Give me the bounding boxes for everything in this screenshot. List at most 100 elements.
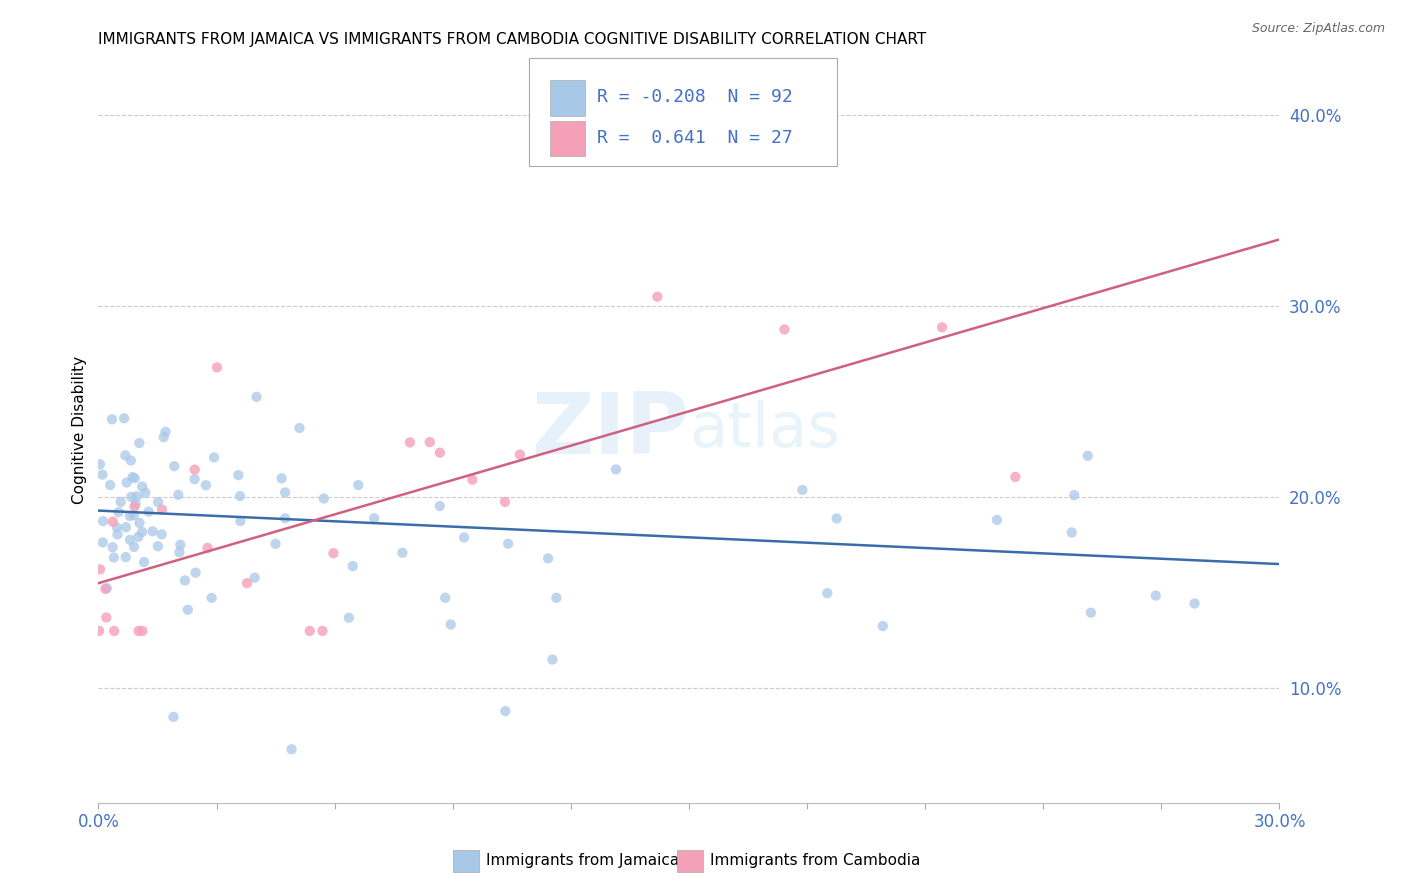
Point [815, 586, 838, 600]
Point [131, 479, 153, 493]
Point [298, 624, 321, 638]
Point [120, 533, 142, 547]
Point [399, 435, 422, 450]
Point [120, 453, 142, 467]
Point [183, 472, 205, 486]
Point [1184, 597, 1206, 611]
Point [128, 516, 150, 530]
Point [434, 591, 457, 605]
Point [1077, 449, 1099, 463]
Point [167, 488, 190, 502]
Point [124, 471, 146, 485]
Point [152, 430, 174, 444]
Bar [550, 120, 585, 156]
Point [419, 435, 441, 450]
Point [311, 624, 333, 638]
Point [103, 550, 125, 565]
Point [169, 545, 191, 559]
Bar [550, 80, 585, 116]
Point [453, 531, 475, 545]
Point [128, 436, 150, 450]
Point [122, 540, 145, 554]
Point [1063, 488, 1085, 502]
Point [494, 495, 516, 509]
Point [280, 742, 302, 756]
Point [229, 489, 252, 503]
Point [173, 574, 195, 588]
Point [131, 524, 153, 539]
Point [184, 462, 207, 476]
Point [288, 421, 311, 435]
Point [440, 617, 463, 632]
Point [496, 537, 519, 551]
Point [155, 425, 177, 439]
Point [98, 478, 121, 492]
Point [101, 412, 124, 426]
Point [872, 619, 894, 633]
Point [87, 624, 110, 638]
Point [125, 489, 148, 503]
Point [122, 508, 145, 523]
Point [101, 541, 124, 555]
Point [177, 603, 200, 617]
Point [131, 624, 153, 638]
Point [1080, 606, 1102, 620]
Point [89, 562, 111, 576]
Point [1004, 470, 1026, 484]
Point [546, 591, 568, 605]
Text: Source: ZipAtlas.com: Source: ZipAtlas.com [1251, 22, 1385, 36]
Text: ZIP: ZIP [531, 389, 689, 472]
Point [201, 591, 224, 605]
Point [825, 511, 848, 525]
Point [429, 445, 451, 459]
Point [89, 457, 111, 471]
Point [107, 527, 129, 541]
Point [347, 478, 370, 492]
Text: IMMIGRANTS FROM JAMAICA VS IMMIGRANTS FROM CAMBODIA COGNITIVE DISABILITY CORRELA: IMMIGRANTS FROM JAMAICA VS IMMIGRANTS FR… [98, 32, 927, 47]
Point [322, 546, 344, 560]
Point [245, 390, 267, 404]
Point [96, 581, 118, 595]
Point [236, 576, 259, 591]
Point [605, 462, 627, 476]
FancyBboxPatch shape [530, 58, 837, 166]
Point [986, 513, 1008, 527]
Point [91, 467, 114, 482]
Point [134, 485, 156, 500]
Point [226, 468, 249, 483]
Point [120, 490, 142, 504]
Point [91, 535, 114, 549]
Point [114, 448, 136, 462]
Point [101, 515, 124, 529]
Point [150, 502, 173, 516]
Text: Immigrants from Cambodia: Immigrants from Cambodia [710, 854, 921, 869]
Bar [453, 850, 478, 872]
Y-axis label: Cognitive Disability: Cognitive Disability [72, 356, 87, 505]
Point [229, 514, 252, 528]
Point [114, 550, 136, 565]
Point [124, 500, 146, 514]
Point [96, 610, 118, 624]
Point [274, 485, 297, 500]
Point [169, 538, 191, 552]
Point [270, 471, 292, 485]
Point [312, 491, 335, 506]
Point [363, 511, 385, 525]
Point [391, 546, 413, 560]
Text: R =  0.641  N = 27: R = 0.641 N = 27 [596, 128, 793, 146]
Point [342, 559, 364, 574]
Point [115, 475, 138, 490]
Point [146, 495, 169, 509]
Point [537, 551, 560, 566]
Point [197, 541, 219, 555]
Point [264, 537, 287, 551]
Point [118, 509, 141, 524]
Point [541, 652, 564, 666]
Point [146, 539, 169, 553]
Point [1060, 525, 1083, 540]
Point [94, 582, 117, 596]
Point [163, 459, 186, 474]
Point [150, 527, 173, 541]
Point [138, 505, 160, 519]
Point [110, 495, 132, 509]
